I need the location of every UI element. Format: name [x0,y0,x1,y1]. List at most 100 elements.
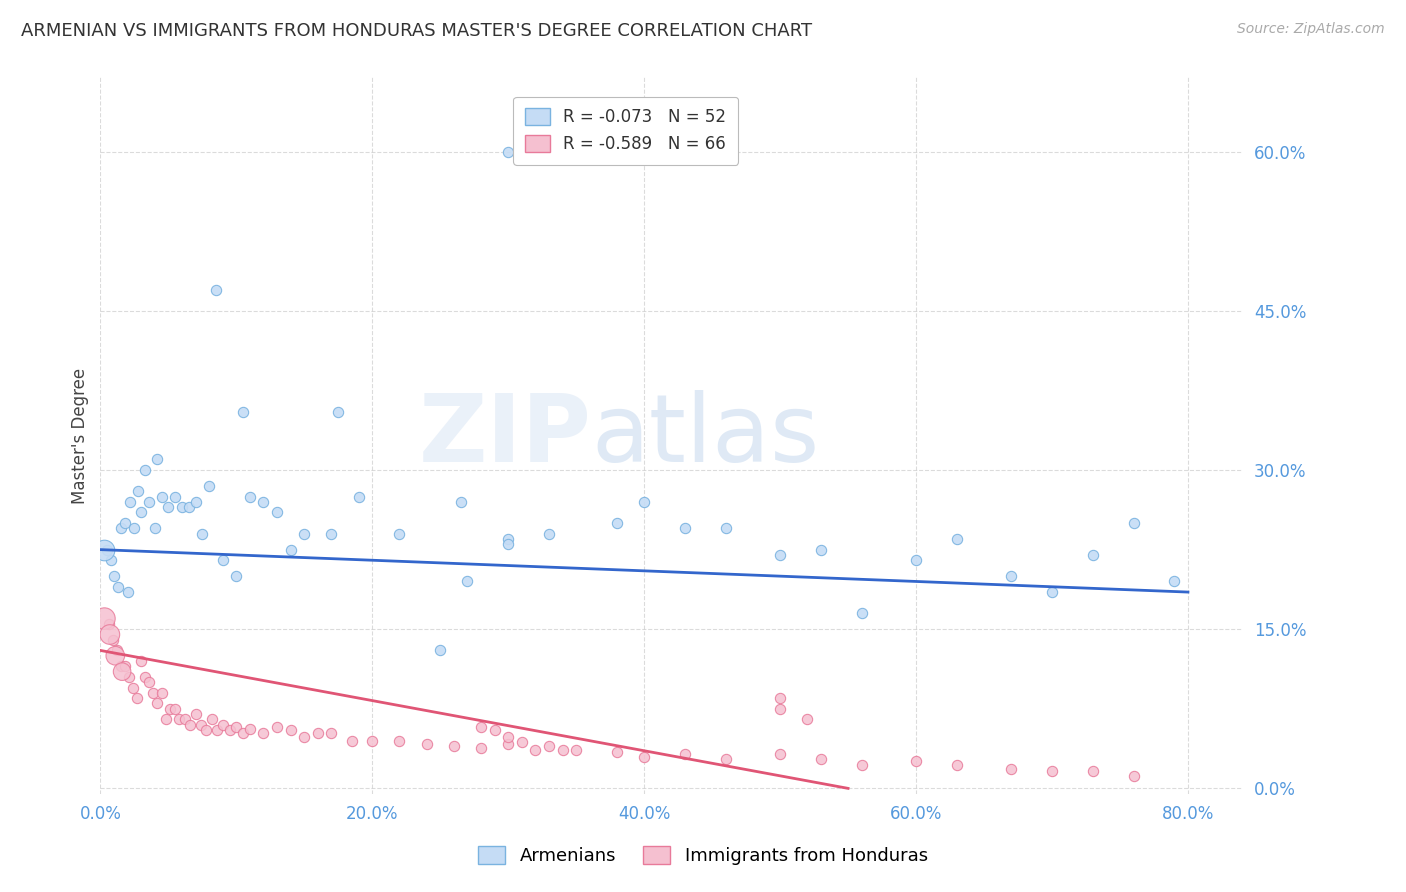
Point [292,526,315,541]
Point [496,532,519,546]
Text: ZIP: ZIP [419,390,592,482]
Point [388,526,411,541]
Point [496,737,519,751]
Text: Source: ZipAtlas.com: Source: ZipAtlas.com [1237,22,1385,37]
Point [415,737,437,751]
Point [111,665,134,679]
Point [120,495,142,509]
Point [93,542,115,557]
Point [143,521,166,535]
Point [537,739,560,753]
Point [98,627,121,641]
Point [1122,516,1144,530]
Point [150,686,173,700]
Y-axis label: Master's Degree: Master's Degree [72,368,89,504]
Point [165,490,187,504]
Point [1081,764,1104,779]
Point [252,726,274,740]
Point [1000,762,1022,776]
Point [218,723,240,737]
Point [565,743,588,757]
Point [205,283,228,297]
Point [321,726,343,740]
Point [190,717,212,731]
Point [150,490,173,504]
Point [769,548,792,562]
Point [633,749,655,764]
Legend: Armenians, Immigrants from Honduras: Armenians, Immigrants from Honduras [470,837,936,874]
Point [184,707,207,722]
Point [321,526,343,541]
Point [184,495,207,509]
Point [129,654,152,668]
Point [232,405,254,419]
Point [450,495,472,509]
Point [1040,585,1063,599]
Point [810,542,832,557]
Point [496,537,519,551]
Point [97,616,120,631]
Point [796,713,818,727]
Point [138,675,160,690]
Point [225,720,247,734]
Point [537,526,560,541]
Point [280,542,302,557]
Point [170,500,193,515]
Point [159,702,181,716]
Point [103,569,125,583]
Point [173,713,195,727]
Point [714,521,737,535]
Point [340,733,363,747]
Point [769,691,792,706]
Point [266,506,288,520]
Point [633,495,655,509]
Text: atlas: atlas [592,390,820,482]
Point [211,553,233,567]
Point [429,643,451,657]
Point [1122,769,1144,783]
Point [114,659,136,673]
Point [551,743,574,757]
Point [239,490,262,504]
Point [107,580,129,594]
Point [606,516,628,530]
Point [1040,764,1063,779]
Point [232,726,254,740]
Point [134,670,156,684]
Point [165,702,187,716]
Point [195,723,218,737]
Point [328,405,350,419]
Point [105,643,128,657]
Point [179,717,201,731]
Point [606,745,628,759]
Point [129,506,152,520]
Point [388,733,411,747]
Point [361,733,384,747]
Point [456,574,478,589]
Legend: R = -0.073   N = 52, R = -0.589   N = 66: R = -0.073 N = 52, R = -0.589 N = 66 [513,96,738,164]
Point [769,702,792,716]
Point [769,747,792,762]
Point [211,717,233,731]
Point [496,731,519,745]
Point [110,659,132,673]
Point [496,145,519,159]
Point [673,521,696,535]
Text: ARMENIAN VS IMMIGRANTS FROM HONDURAS MASTER'S DEGREE CORRELATION CHART: ARMENIAN VS IMMIGRANTS FROM HONDURAS MAS… [21,22,813,40]
Point [266,720,288,734]
Point [167,713,190,727]
Point [484,723,506,737]
Point [201,713,224,727]
Point [134,463,156,477]
Point [177,500,200,515]
Point [252,495,274,509]
Point [673,747,696,762]
Point [146,452,169,467]
Point [127,484,149,499]
Point [851,758,873,772]
Point [191,526,214,541]
Point [946,532,969,546]
Point [1000,569,1022,583]
Point [101,632,124,647]
Point [118,670,141,684]
